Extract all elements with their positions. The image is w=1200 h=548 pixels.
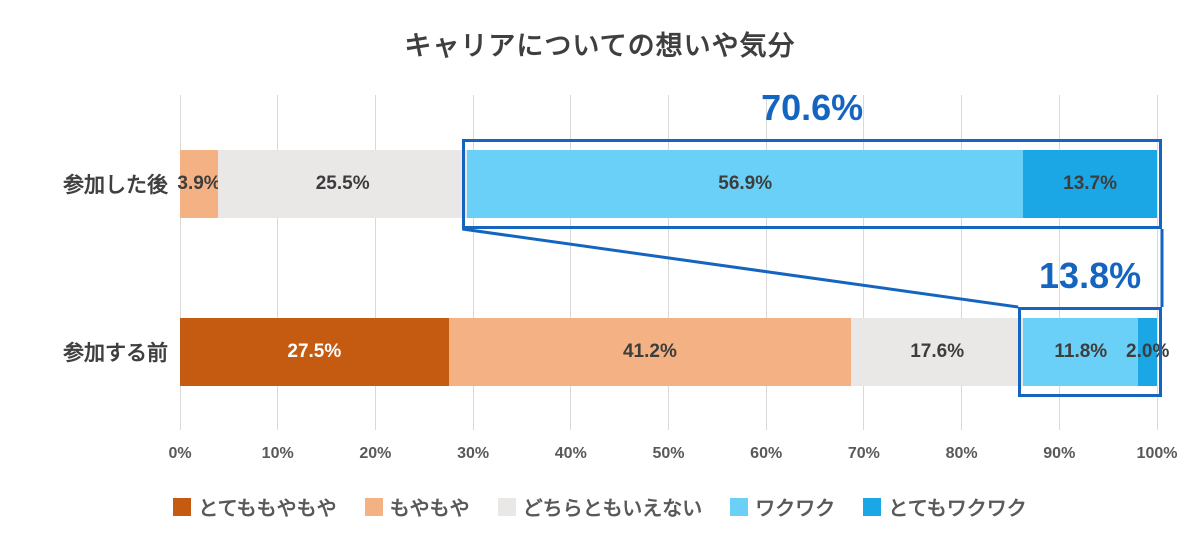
x-tick-label: 30% [457,445,490,462]
legend-label: もやもや [389,498,470,520]
segment-value-label: 11.8% [1054,341,1108,362]
annotation-label: 13.8% [1039,255,1142,296]
gridline [1156,95,1158,430]
gridline [374,95,376,430]
bar-segment: 41.2% [448,318,852,386]
category-label: 参加する前 [63,342,168,365]
segment-value-label: 56.9% [718,173,773,194]
legend: とてももやもや もやもや どちらともいえない ワクワク とてもワクワク [0,492,1200,521]
legend-label: どちらともいえない [522,498,703,520]
legend-item: とてももやもや [173,492,337,521]
bar-row: 27.5% 41.2% 17.6% 11.8% 2.0% [180,318,1169,386]
segment-value-label: 25.5% [315,173,370,194]
bar-segment: 25.5% [218,150,468,218]
gridline [1058,95,1060,430]
x-tick-label: 40% [554,445,587,462]
bar-row: 3.9% 25.5% 56.9% 13.7% [177,150,1157,218]
legend-item: ワクワク [730,492,835,521]
x-tick-label: 80% [945,445,978,462]
legend-item: もやもや [364,492,470,521]
legend-item: とてもワクワク [863,492,1027,521]
category-label: 参加した後 [63,174,168,197]
segment-value-label: 41.2% [622,341,677,362]
annotation-label: 70.6% [761,87,864,128]
legend-label: ワクワク [755,498,836,520]
legend-label: とてももやもや [198,498,337,520]
bar-segment: 56.9% [467,150,1024,218]
x-tick-label: 100% [1136,445,1178,462]
plot-area: 0% 10% 20% 30% 40% 50% 60% 70% 80% 90% 100% 3.9% 25.… [168,95,1177,462]
bar-segment: 27.5% [180,318,449,386]
x-tick-label: 60% [750,445,783,462]
x-tick-label: 90% [1043,445,1076,462]
legend-swatch [173,497,192,516]
x-tick-label: 20% [359,445,392,462]
bar-segment: 17.6% [851,318,1024,386]
x-tick-label: 50% [652,445,685,462]
gridline [179,95,181,430]
bar-segment: 13.7% [1023,150,1157,218]
segment-value-label: 3.9% [177,173,221,194]
legend-swatch [730,497,749,516]
bar-segment: 3.9% [177,150,221,218]
legend-swatch [497,497,516,516]
bar-segment: 2.0% [1126,318,1169,386]
legend-swatch [364,497,383,516]
segment-value-label: 2.0% [1126,341,1170,362]
gridline [277,95,279,430]
bar-segment: 11.8% [1023,318,1139,386]
segment-value-label: 13.7% [1063,173,1117,194]
highlight-box [462,139,1162,229]
legend-swatch [863,497,882,516]
segment-value-label: 27.5% [287,341,342,362]
highlight-box [1018,307,1162,397]
legend-label: とてもワクワク [888,498,1027,520]
chart-title: キャリアについての想いや気分 [404,31,796,61]
x-tick-label: 10% [261,445,294,462]
x-tick-label: 0% [168,445,192,462]
segment-value-label: 17.6% [910,341,965,362]
legend-item: どちらともいえない [497,492,703,521]
x-tick-label: 70% [847,445,880,462]
